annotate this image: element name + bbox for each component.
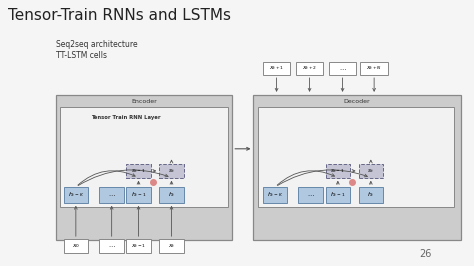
Text: $h_t$: $h_t$ bbox=[168, 190, 175, 199]
Text: $\cdots$: $\cdots$ bbox=[339, 66, 346, 71]
FancyBboxPatch shape bbox=[55, 95, 232, 240]
FancyBboxPatch shape bbox=[258, 107, 454, 207]
Text: $s_t$: $s_t$ bbox=[367, 167, 374, 175]
FancyBboxPatch shape bbox=[329, 62, 356, 75]
FancyBboxPatch shape bbox=[358, 164, 383, 178]
Text: $s_t$: $s_t$ bbox=[168, 167, 175, 175]
Text: $\cdots$: $\cdots$ bbox=[307, 192, 314, 197]
Text: $s_{t-1}$: $s_{t-1}$ bbox=[330, 167, 345, 175]
FancyBboxPatch shape bbox=[126, 164, 151, 178]
Text: 26: 26 bbox=[419, 249, 432, 259]
FancyBboxPatch shape bbox=[358, 187, 383, 203]
FancyBboxPatch shape bbox=[60, 107, 228, 207]
Text: $\cdots$: $\cdots$ bbox=[108, 192, 116, 197]
FancyBboxPatch shape bbox=[159, 187, 184, 203]
FancyBboxPatch shape bbox=[100, 239, 124, 253]
FancyBboxPatch shape bbox=[326, 187, 350, 203]
FancyBboxPatch shape bbox=[126, 239, 151, 253]
Text: $s_{t-1}$: $s_{t-1}$ bbox=[131, 167, 146, 175]
Text: $h_t$: $h_t$ bbox=[367, 190, 375, 199]
FancyBboxPatch shape bbox=[263, 187, 287, 203]
FancyBboxPatch shape bbox=[126, 187, 151, 203]
Text: $h_{t-K}$: $h_{t-K}$ bbox=[68, 190, 84, 199]
Text: Encoder: Encoder bbox=[131, 99, 157, 104]
FancyBboxPatch shape bbox=[254, 95, 461, 240]
FancyBboxPatch shape bbox=[296, 62, 323, 75]
FancyBboxPatch shape bbox=[263, 62, 290, 75]
Text: $x_{t+2}$: $x_{t+2}$ bbox=[302, 65, 317, 72]
Text: $x_t$: $x_t$ bbox=[168, 242, 175, 250]
Text: Tensor Train RNN Layer: Tensor Train RNN Layer bbox=[91, 115, 161, 120]
Text: $h_{t-1}$: $h_{t-1}$ bbox=[131, 190, 146, 199]
FancyBboxPatch shape bbox=[298, 187, 323, 203]
Text: TT-LSTM cells: TT-LSTM cells bbox=[55, 51, 107, 60]
Text: $\cdots$: $\cdots$ bbox=[108, 243, 116, 248]
Text: $x_{t+1}$: $x_{t+1}$ bbox=[269, 65, 284, 72]
Text: Decoder: Decoder bbox=[344, 99, 371, 104]
FancyBboxPatch shape bbox=[64, 187, 88, 203]
Text: $x_{t-1}$: $x_{t-1}$ bbox=[131, 242, 146, 250]
FancyBboxPatch shape bbox=[159, 164, 184, 178]
FancyBboxPatch shape bbox=[360, 62, 388, 75]
FancyBboxPatch shape bbox=[159, 239, 184, 253]
FancyBboxPatch shape bbox=[64, 239, 88, 253]
Text: $x_{t+N}$: $x_{t+N}$ bbox=[366, 65, 382, 72]
FancyBboxPatch shape bbox=[326, 164, 350, 178]
FancyBboxPatch shape bbox=[100, 187, 124, 203]
Text: $h_{t-1}$: $h_{t-1}$ bbox=[330, 190, 346, 199]
Text: $x_0$: $x_0$ bbox=[72, 242, 80, 250]
Text: Seq2seq architecture: Seq2seq architecture bbox=[55, 40, 137, 49]
Text: $h_{t-K}$: $h_{t-K}$ bbox=[267, 190, 283, 199]
Text: Tensor-Train RNNs and LSTMs: Tensor-Train RNNs and LSTMs bbox=[9, 8, 231, 23]
